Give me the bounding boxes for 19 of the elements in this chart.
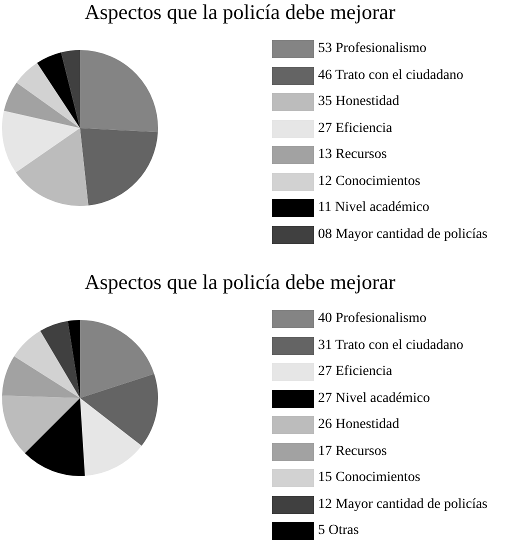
legend-label: 11 Nivel académico xyxy=(318,200,430,216)
legend-label: 46 Trato con el ciudadano xyxy=(318,68,464,84)
legend-label: 27 Eficiencia xyxy=(318,364,392,380)
legend-label: 5 Otras xyxy=(318,523,359,540)
legend-label: 35 Honestidad xyxy=(318,94,400,110)
chart-title: Aspectos que la policía debe mejorar xyxy=(84,0,396,25)
legend-label: 15 Conocimientos xyxy=(318,470,420,486)
legend-label: 12 Conocimientos xyxy=(318,174,420,190)
legend-label: 27 Eficiencia xyxy=(318,120,392,137)
legend-label: 40 Profesionalismo xyxy=(318,311,426,328)
legend-label: 31 Trato con el ciudadano xyxy=(318,338,464,354)
legend-label: 17 Recursos xyxy=(318,444,387,460)
legend-label: 08 Mayor cantidad de policías xyxy=(318,226,488,243)
chart-title: Aspectos que la policía debe mejorar xyxy=(84,270,396,295)
legend-label: 26 Honestidad xyxy=(318,417,400,434)
legend-label: 27 Nivel académico xyxy=(318,390,430,407)
legend-label: 13 Recursos xyxy=(318,147,387,164)
legend-label: 12 Mayor cantidad de policías xyxy=(318,496,488,513)
legend-label: 53 Profesionalismo xyxy=(318,41,426,58)
